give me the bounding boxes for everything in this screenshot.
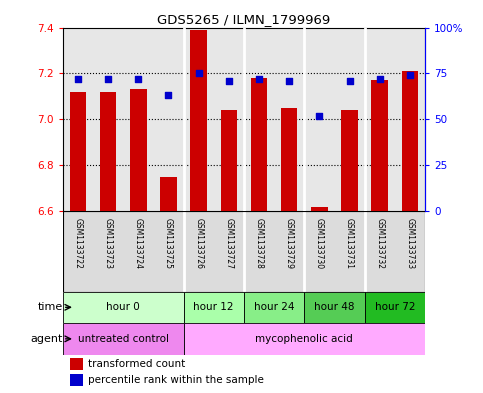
Point xyxy=(315,112,323,119)
Bar xyxy=(395,211,425,292)
Text: GSM1133724: GSM1133724 xyxy=(134,218,143,268)
Bar xyxy=(70,374,83,386)
Text: GSM1133729: GSM1133729 xyxy=(284,218,294,268)
Bar xyxy=(274,28,304,211)
Bar xyxy=(184,292,244,323)
Bar xyxy=(274,211,304,292)
Bar xyxy=(123,28,154,211)
Bar xyxy=(70,92,86,211)
Bar xyxy=(100,92,116,211)
Text: percentile rank within the sample: percentile rank within the sample xyxy=(88,375,264,386)
Bar xyxy=(154,211,184,292)
Text: GSM1133730: GSM1133730 xyxy=(315,218,324,269)
Bar xyxy=(130,90,146,211)
Text: GSM1133731: GSM1133731 xyxy=(345,218,354,268)
Text: hour 48: hour 48 xyxy=(314,302,355,312)
Text: hour 0: hour 0 xyxy=(106,302,140,312)
Bar xyxy=(395,28,425,211)
Bar xyxy=(154,28,184,211)
Bar xyxy=(304,211,334,292)
Bar xyxy=(402,71,418,211)
Bar xyxy=(371,80,388,211)
Title: GDS5265 / ILMN_1799969: GDS5265 / ILMN_1799969 xyxy=(157,13,330,26)
Point xyxy=(165,92,172,99)
Point xyxy=(74,76,82,82)
Text: GSM1133725: GSM1133725 xyxy=(164,218,173,268)
Bar xyxy=(213,28,244,211)
Text: agent: agent xyxy=(30,334,63,344)
Bar xyxy=(184,323,425,354)
Bar xyxy=(281,108,298,211)
Text: untreated control: untreated control xyxy=(78,334,169,344)
Bar xyxy=(70,358,83,370)
Bar xyxy=(190,30,207,211)
Point xyxy=(195,70,202,77)
Point xyxy=(134,76,142,82)
Bar xyxy=(365,211,395,292)
Text: hour 12: hour 12 xyxy=(194,302,234,312)
Bar xyxy=(244,28,274,211)
Bar xyxy=(251,78,267,211)
Text: GSM1133732: GSM1133732 xyxy=(375,218,384,268)
Point xyxy=(104,76,112,82)
Bar xyxy=(63,292,184,323)
Bar xyxy=(184,211,213,292)
Point xyxy=(225,78,233,84)
Text: GSM1133722: GSM1133722 xyxy=(73,218,83,268)
Bar xyxy=(334,211,365,292)
Text: GSM1133733: GSM1133733 xyxy=(405,218,414,269)
Bar xyxy=(365,28,395,211)
Text: mycophenolic acid: mycophenolic acid xyxy=(256,334,353,344)
Bar xyxy=(184,28,213,211)
Bar xyxy=(304,28,334,211)
Bar xyxy=(123,211,154,292)
Bar xyxy=(341,110,358,211)
Point xyxy=(406,72,414,78)
Text: GSM1133723: GSM1133723 xyxy=(103,218,113,268)
Text: hour 24: hour 24 xyxy=(254,302,294,312)
Text: GSM1133728: GSM1133728 xyxy=(255,218,264,268)
Bar xyxy=(244,211,274,292)
Text: GSM1133727: GSM1133727 xyxy=(224,218,233,268)
Text: hour 72: hour 72 xyxy=(375,302,415,312)
Bar xyxy=(304,292,365,323)
Text: transformed count: transformed count xyxy=(88,359,185,369)
Point xyxy=(376,76,384,82)
Bar xyxy=(63,323,184,354)
Bar xyxy=(221,110,237,211)
Text: time: time xyxy=(38,302,63,312)
Bar xyxy=(244,292,304,323)
Bar xyxy=(311,207,327,211)
Bar xyxy=(93,211,123,292)
Point xyxy=(285,78,293,84)
Bar xyxy=(365,292,425,323)
Point xyxy=(346,78,354,84)
Bar xyxy=(160,177,177,211)
Bar xyxy=(93,28,123,211)
Bar xyxy=(213,211,244,292)
Bar xyxy=(63,211,93,292)
Point xyxy=(255,76,263,82)
Bar xyxy=(63,28,93,211)
Text: GSM1133726: GSM1133726 xyxy=(194,218,203,268)
Bar xyxy=(334,28,365,211)
